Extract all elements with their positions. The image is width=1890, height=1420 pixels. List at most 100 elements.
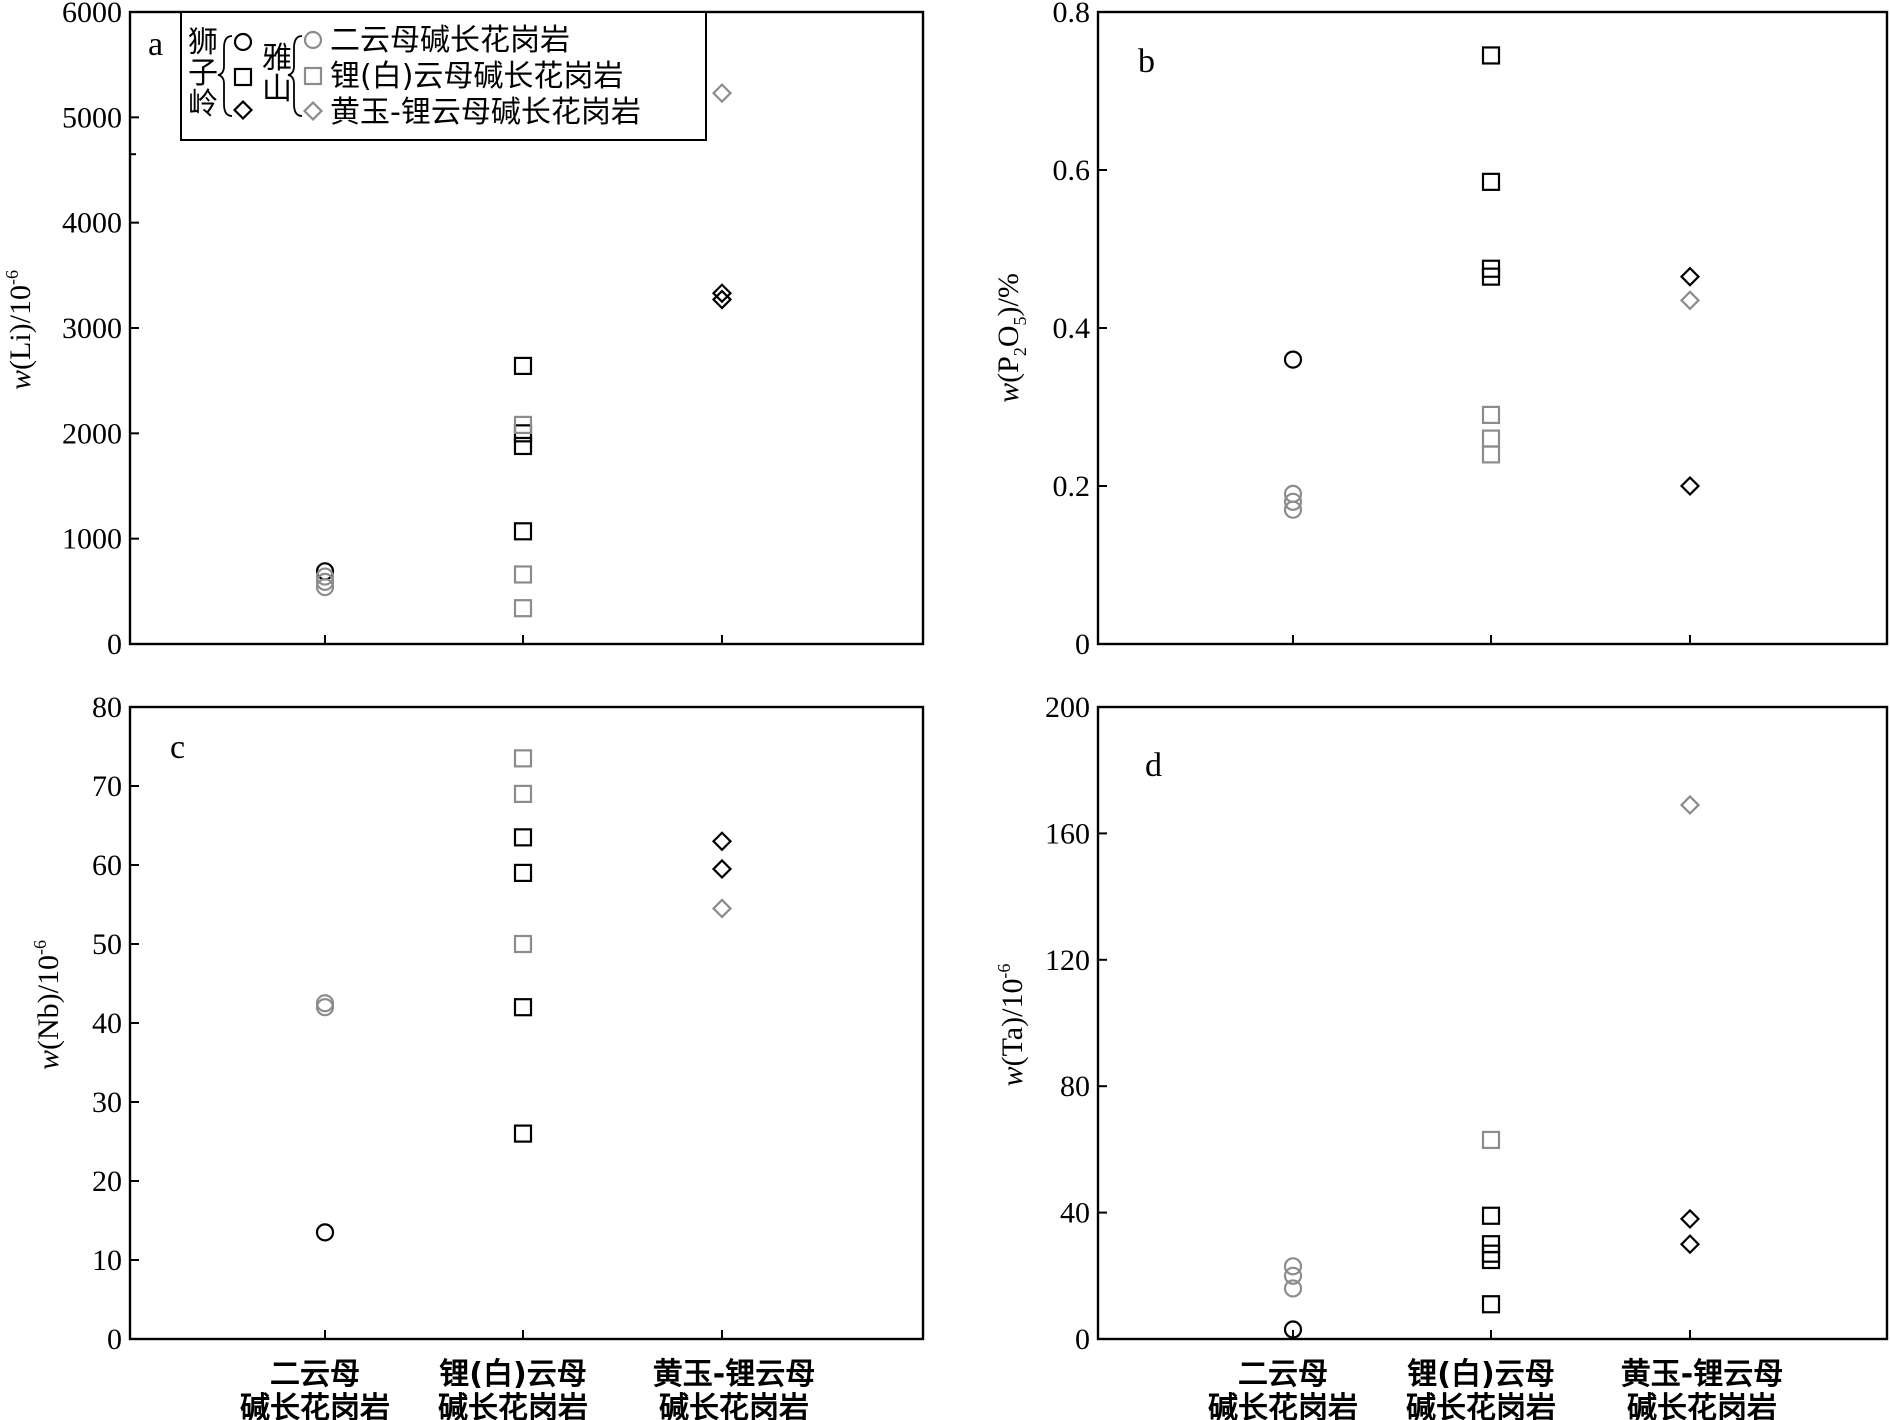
category-label-left-0-line-0: 二云母 — [270, 1357, 360, 1392]
legend-entry-topaz-lepidolite: 黄玉-锂云母碱长花岗岩 — [330, 95, 641, 130]
y-tick-label: 120 — [1045, 944, 1090, 977]
category-label-right-2-line-0: 黄玉-锂云母 — [1621, 1357, 1783, 1392]
legend-marker-yashan-diamond — [302, 100, 324, 122]
panel-c-point-diamond-gray — [711, 898, 733, 919]
panel-d-point-square-black — [1481, 1206, 1501, 1225]
panel-d-ylabel: w(Ta)/10-6 — [994, 964, 1029, 1087]
panel-b-point-square-black — [1481, 46, 1501, 65]
panel-c-point-diamond-black — [711, 858, 733, 879]
panel-b-point-square-black — [1481, 267, 1501, 286]
panel-c-point-square-gray — [513, 934, 533, 954]
legend-entry-two-mica: 二云母碱长花岗岩 — [330, 23, 570, 58]
panel-d-points — [1283, 794, 1701, 1339]
panel-d-point-circle-black — [1283, 1320, 1303, 1339]
category-label-left-0-line-1: 碱长花岗岩 — [240, 1391, 390, 1420]
panel-c-point-square-gray — [513, 784, 533, 804]
panel-c-point-square-gray — [513, 749, 533, 768]
panel-c-point-circle-black — [315, 1223, 335, 1242]
panel-c-point-square-black — [513, 863, 533, 883]
panel-b-point-square-gray — [1481, 405, 1501, 424]
y-tick-label: 2000 — [62, 417, 122, 450]
panel-a-yaxis: 0 1000 2000 3000 4000 5000 6000 — [62, 0, 139, 661]
legend-marker-yashan-circle — [303, 30, 323, 50]
panel-a-point-square-gray — [513, 599, 533, 618]
category-label-right-0-line-1: 碱长花岗岩 — [1208, 1391, 1358, 1420]
panel-d-yaxis: 0 40 80 120 160 200 — [1045, 691, 1107, 1356]
panel-b-xaxis — [1292, 635, 1691, 644]
panel-a-point-square-gray — [513, 565, 533, 584]
panel-c-ylabel: w(Nb)/10-6 — [30, 940, 65, 1070]
category-label-left-2-line-1: 碱长花岗岩 — [659, 1391, 809, 1420]
panel-b-yaxis: 0 0.2 0.4 0.6 0.8 — [1053, 0, 1107, 661]
y-tick-label: 0 — [1075, 1323, 1090, 1356]
panel-c-letter: c — [170, 729, 185, 766]
panel-b-point-diamond-gray — [1679, 290, 1701, 311]
panel-b-frame — [1096, 10, 1889, 646]
legend: 狮 子 岭 雅 山 二云母碱长花岗岩 锂(白)云母碱长花岗岩 黄玉-锂云母碱长花… — [180, 11, 707, 141]
y-tick-label: 70 — [92, 770, 122, 803]
panel-d-letter: d — [1145, 747, 1162, 784]
panel-b-points — [1283, 46, 1701, 519]
y-tick-label: 6000 — [62, 0, 122, 29]
panel-d-point-square-black — [1481, 1295, 1501, 1314]
panel-b-point-circle-gray — [1283, 492, 1303, 511]
panel-a-point-diamond-black — [711, 283, 733, 304]
category-label-right-0-line-0: 二云母 — [1238, 1357, 1328, 1392]
panel-d-point-square-black — [1481, 1235, 1501, 1254]
panel-c-point-square-black — [513, 1124, 533, 1143]
panel-a-point-square-black — [513, 436, 533, 456]
legend-marker-shiziling-square — [233, 67, 253, 87]
legend-group-shiziling-char-1: 狮 — [188, 25, 218, 60]
panel-b-letter: b — [1138, 43, 1155, 80]
panel-d-point-square-black — [1481, 1244, 1501, 1263]
category-label-left-2-line-0: 黄玉-锂云母 — [653, 1357, 815, 1392]
panel-d-point-square-gray — [1481, 1130, 1501, 1150]
panel-d-ta: d 0 40 80 120 160 200 w(Ta)/10-6 — [994, 691, 1889, 1356]
y-tick-label: 60 — [92, 849, 122, 882]
category-label-right-2-line-1: 碱长花岗岩 — [1627, 1391, 1777, 1420]
panel-c-point-square-black — [513, 998, 533, 1017]
panel-c-point-circle-gray — [315, 994, 335, 1013]
y-tick-label: 0.2 — [1053, 470, 1091, 503]
y-tick-label: 0 — [107, 628, 122, 661]
y-tick-label: 20 — [92, 1165, 122, 1198]
panel-c-points — [315, 749, 733, 1242]
legend-box — [180, 11, 707, 141]
y-tick-label: 4000 — [62, 207, 122, 240]
y-tick-label: 0.6 — [1053, 154, 1091, 187]
y-tick-label: 10 — [92, 1244, 122, 1277]
y-tick-label: 0.4 — [1053, 312, 1091, 345]
panel-a-point-square-black — [513, 522, 533, 541]
y-tick-label: 40 — [1060, 1197, 1090, 1230]
category-label-left-1-line-1: 碱长花岗岩 — [438, 1391, 588, 1420]
panel-a-li: a 0 1000 2000 3000 4000 5000 6000 w(Li)/10-6 — [2, 0, 925, 661]
category-label-left-1-line-0: 锂(白)云母 — [439, 1357, 586, 1392]
panel-b-ylabel: w(P2O5)/% — [992, 273, 1030, 403]
legend-brace-shiziling — [217, 35, 233, 117]
y-tick-label: 80 — [92, 691, 122, 724]
panel-a-point-circle-gray — [315, 567, 335, 586]
panel-a-point-circle-gray — [315, 572, 335, 591]
legend-group-shiziling-char-3: 岭 — [188, 87, 218, 122]
y-tick-label: 40 — [92, 1007, 122, 1040]
legend-marker-yashan-square — [303, 66, 323, 86]
legend-marker-shiziling-circle — [233, 32, 253, 52]
y-tick-label: 3000 — [62, 312, 122, 345]
panel-a-ylabel: w(Li)/10-6 — [2, 270, 37, 390]
y-tick-label: 80 — [1060, 1070, 1090, 1103]
panel-c-point-square-black — [513, 828, 533, 847]
legend-group-shiziling-char-2: 子 — [188, 56, 218, 91]
panel-d-frame — [1096, 705, 1889, 1341]
y-tick-label: 0 — [1075, 628, 1090, 661]
panel-c-xaxis — [324, 1330, 723, 1339]
panel-d-point-circle-gray — [1283, 1257, 1303, 1276]
y-tick-label: 200 — [1045, 691, 1090, 724]
legend-marker-shiziling-diamond — [232, 99, 254, 121]
panel-d-point-diamond-black — [1679, 1208, 1701, 1229]
panel-d-point-circle-gray — [1283, 1279, 1303, 1298]
y-tick-label: 1000 — [62, 523, 122, 556]
legend-brace-yashan — [287, 35, 303, 117]
category-labels: 二云母碱长花岗岩锂(白)云母碱长花岗岩黄玉-锂云母碱长花岗岩二云母碱长花岗岩锂(… — [240, 1357, 1783, 1420]
legend-group-yashan-char-1: 雅 — [262, 41, 292, 76]
